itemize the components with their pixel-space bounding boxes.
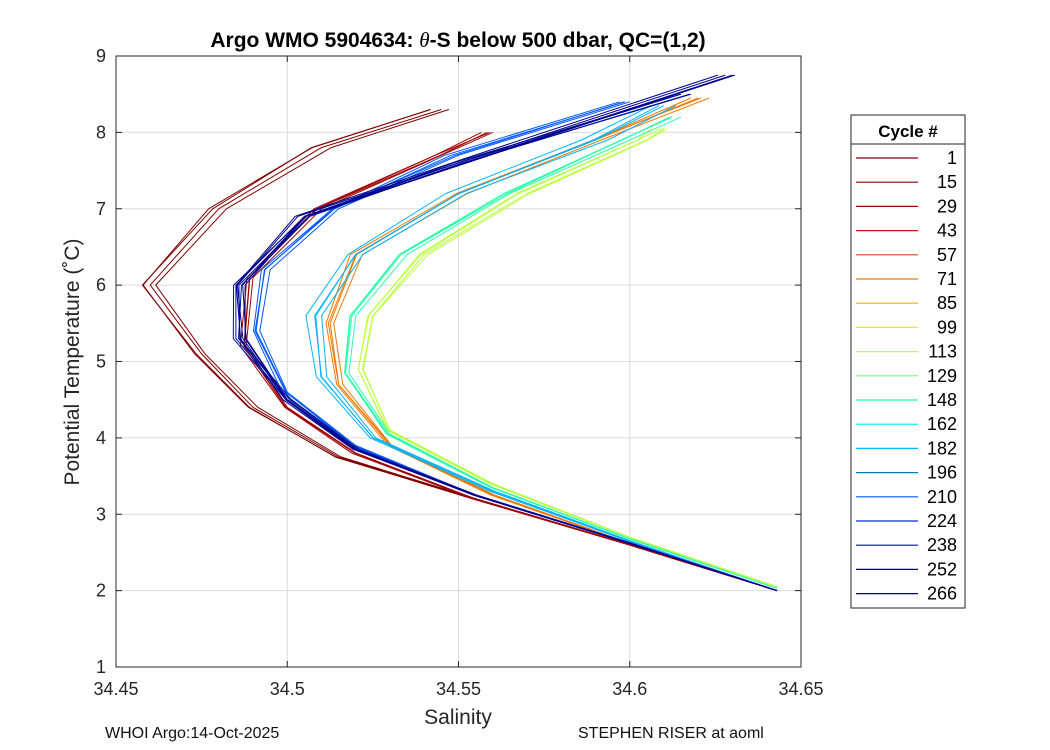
profile-line-cycle-182 bbox=[315, 105, 778, 592]
legend-label-1: 1 bbox=[947, 148, 957, 168]
y-tick-label: 9 bbox=[96, 46, 106, 66]
x-tick-label: 34.6 bbox=[612, 679, 647, 699]
legend-label-162: 162 bbox=[927, 414, 957, 434]
legend-title: Cycle # bbox=[878, 122, 938, 141]
legend-label-252: 252 bbox=[927, 559, 957, 579]
x-axis-label: Salinity bbox=[424, 706, 492, 729]
legend-label-182: 182 bbox=[927, 438, 957, 458]
legend-label-224: 224 bbox=[927, 511, 957, 531]
legend-label-196: 196 bbox=[927, 463, 957, 483]
y-tick-label: 1 bbox=[96, 657, 106, 677]
profile-line-cycle-113 bbox=[357, 128, 778, 588]
profile-line-cycle-148 bbox=[344, 116, 778, 589]
y-tick-label: 4 bbox=[96, 428, 106, 448]
y-tick-label: 3 bbox=[96, 504, 106, 524]
y-tick-label: 2 bbox=[96, 581, 106, 601]
legend-label-85: 85 bbox=[937, 293, 957, 313]
axis-ticks: 34.45 34.5 34.55 34.6 34.65 1 2 3 4 5 6 7 8 9 bbox=[93, 46, 823, 699]
legend-label-15: 15 bbox=[937, 172, 957, 192]
profile-line-cycle-29 bbox=[243, 131, 778, 592]
profile-line-cycle-182 bbox=[321, 105, 778, 592]
legend: Cycle # 1 15 29 43 57 71 85 99 113 129 148 162 182 19… bbox=[850, 114, 966, 609]
x-tick-label: 34.5 bbox=[270, 679, 305, 699]
legend-label-266: 266 bbox=[927, 584, 957, 604]
y-tick-label: 8 bbox=[96, 122, 106, 142]
legend-label-71: 71 bbox=[937, 269, 957, 289]
x-tick-label: 34.55 bbox=[436, 679, 481, 699]
legend-label-99: 99 bbox=[937, 317, 957, 337]
title-prefix: Argo WMO 5904634: bbox=[210, 29, 419, 52]
y-tick-label: 7 bbox=[96, 199, 106, 219]
plot-area: 34.45 34.5 34.55 34.6 34.65 1 2 3 4 5 6 7 8 9 bbox=[93, 46, 823, 699]
theta-s-profiles bbox=[141, 74, 778, 592]
chart-title: Argo WMO 5904634: θ-S below 500 dbar, QC… bbox=[210, 28, 705, 52]
legend-label-210: 210 bbox=[927, 487, 957, 507]
profile-line-cycle-71 bbox=[333, 97, 778, 592]
legend-label-57: 57 bbox=[937, 245, 957, 265]
legend-label-129: 129 bbox=[927, 366, 957, 386]
legend-label-43: 43 bbox=[937, 221, 957, 241]
legend-entries: 1 15 29 43 57 71 85 99 113 129 148 162 182 196 210 224 2… bbox=[856, 148, 957, 604]
profile-line-cycle-266 bbox=[235, 74, 778, 592]
profile-line-cycle-182 bbox=[305, 105, 778, 592]
profile-line-cycle-113 bbox=[362, 128, 778, 588]
y-axis-label: Potential Temperature (˚C) bbox=[61, 238, 84, 485]
title-suffix: -S below 500 dbar, QC=(1,2) bbox=[430, 29, 706, 52]
y-tick-label: 5 bbox=[96, 352, 106, 372]
x-tick-label: 34.65 bbox=[778, 679, 823, 699]
legend-label-29: 29 bbox=[937, 196, 957, 216]
footer-left-text: WHOI Argo:14-Oct-2025 bbox=[105, 725, 280, 742]
y-tick-label: 6 bbox=[96, 275, 106, 295]
x-tick-label: 34.45 bbox=[93, 679, 138, 699]
legend-label-238: 238 bbox=[927, 535, 957, 555]
title-theta-symbol: θ bbox=[419, 28, 429, 52]
footer-right-text: STEPHEN RISER at aoml bbox=[578, 725, 764, 742]
legend-label-113: 113 bbox=[928, 342, 957, 362]
legend-label-148: 148 bbox=[927, 390, 957, 410]
